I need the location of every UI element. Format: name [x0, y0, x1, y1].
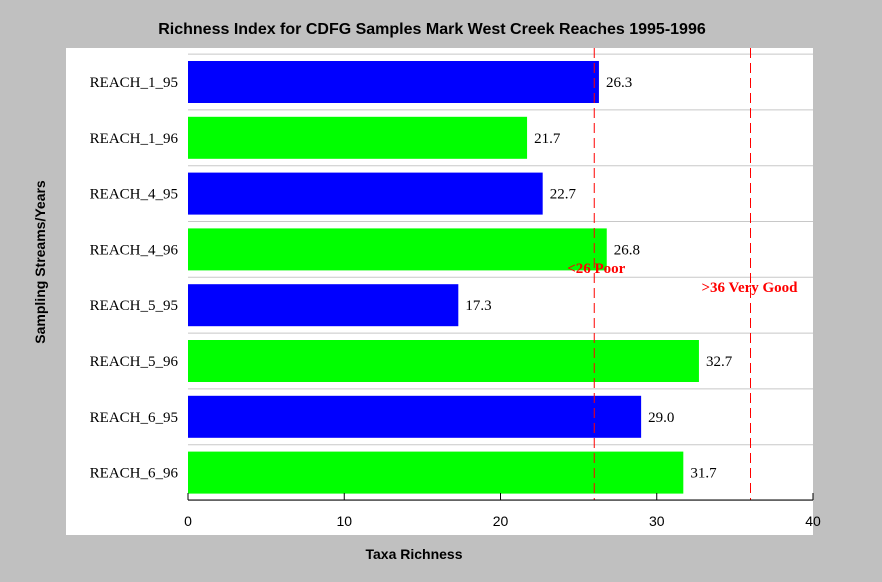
x-axis-title: Taxa Richness — [365, 546, 462, 562]
data-label: 26.3 — [606, 75, 632, 91]
data-labels: 26.3 21.7 22.7 26.8 17.3 32.7 29.0 31.7 — [465, 75, 732, 482]
bar — [188, 284, 459, 327]
bar — [188, 172, 543, 215]
bar — [188, 395, 642, 438]
x-tick-label: 40 — [805, 513, 821, 529]
bar — [188, 451, 684, 494]
bar — [188, 61, 599, 103]
data-label: 32.7 — [706, 354, 733, 370]
data-label: 21.7 — [534, 131, 561, 147]
bar — [188, 340, 699, 382]
reference-lines: <26 Poor >36 Very Good — [567, 48, 798, 500]
category-label: REACH_6_95 — [90, 410, 178, 426]
category-label: REACH_4_96 — [90, 242, 179, 258]
bar — [188, 116, 528, 159]
category-label: REACH_5_95 — [90, 298, 178, 314]
data-label: 29.0 — [648, 410, 674, 426]
category-label: REACH_6_96 — [90, 466, 179, 482]
x-tick-label: 30 — [649, 513, 665, 529]
data-label: 17.3 — [465, 298, 491, 314]
x-tick-label: 20 — [493, 513, 509, 529]
data-label: 31.7 — [690, 466, 717, 482]
category-label: REACH_1_95 — [90, 75, 178, 91]
category-label: REACH_1_96 — [90, 131, 179, 147]
category-label: REACH_5_96 — [90, 354, 179, 370]
reference-line-label: <26 Poor — [567, 261, 625, 277]
category-labels: REACH_1_95 REACH_1_96 REACH_4_95 REACH_4_96… — [90, 75, 179, 482]
data-label: 26.8 — [614, 242, 640, 258]
x-tick-label: 10 — [336, 513, 352, 529]
chart-title: Richness Index for CDFG Samples Mark Wes… — [158, 21, 706, 38]
bars — [188, 61, 699, 494]
x-tick-label: 0 — [184, 513, 192, 529]
y-axis-title: Sampling Streams/Years — [32, 180, 48, 344]
category-label: REACH_4_95 — [90, 187, 178, 203]
bar — [188, 228, 607, 271]
data-label: 22.7 — [550, 187, 577, 203]
x-axis: 0 10 20 30 40 — [184, 493, 821, 529]
reference-line-label: >36 Very Good — [701, 280, 798, 296]
